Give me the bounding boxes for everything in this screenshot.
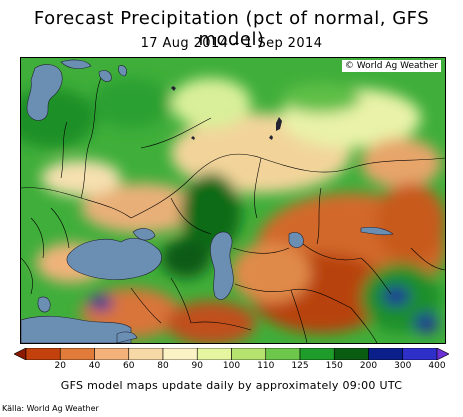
- source-credit: Källa: World Ag Weather: [2, 404, 99, 413]
- legend-swatch-low: [14, 348, 27, 360]
- legend-label: 100: [222, 361, 241, 371]
- color-legend-labels: 2040608090100110125150200300400600: [14, 361, 463, 373]
- legend-swatch: [299, 348, 335, 360]
- country-borders: [21, 77, 445, 343]
- color-legend-bar: [14, 348, 449, 360]
- legend-swatch: [196, 348, 232, 360]
- legend-label: 125: [291, 361, 309, 371]
- legend-swatch: [25, 348, 61, 360]
- legend-label: 150: [325, 361, 343, 371]
- legend-swatch: [333, 348, 369, 360]
- legend-swatch: [265, 348, 301, 360]
- legend-label: 60: [123, 361, 135, 371]
- small-lakes: [171, 86, 282, 140]
- map-subtitle: 17 Aug 2014 – 1 Sep 2014: [140, 36, 323, 51]
- legend-label: 90: [191, 361, 203, 371]
- legend-label: 110: [257, 361, 275, 371]
- legend-swatch: [402, 348, 438, 360]
- legend-swatch: [231, 348, 267, 360]
- precipitation-map: © World Ag Weather: [20, 57, 446, 344]
- legend-swatch-high: [436, 348, 449, 360]
- legend-swatch: [368, 348, 404, 360]
- legend-label: 40: [88, 361, 101, 371]
- legend-label: 300: [394, 361, 412, 371]
- legend-swatch: [162, 348, 198, 360]
- legend-label: 20: [54, 361, 66, 371]
- precipitation-field: [21, 78, 445, 343]
- update-note: GFS model maps update daily by approxima…: [60, 379, 403, 392]
- legend-label: 80: [157, 361, 169, 371]
- map-title: Forecast Precipitation (pct of normal, G…: [33, 8, 430, 50]
- legend-swatch: [94, 348, 130, 360]
- copyright-label: © World Ag Weather: [341, 60, 441, 72]
- legend-label: 200: [359, 361, 378, 371]
- legend-swatch: [128, 348, 164, 360]
- water-bodies: [21, 59, 394, 343]
- legend-label: 400: [428, 361, 446, 371]
- legend-swatch: [59, 348, 95, 360]
